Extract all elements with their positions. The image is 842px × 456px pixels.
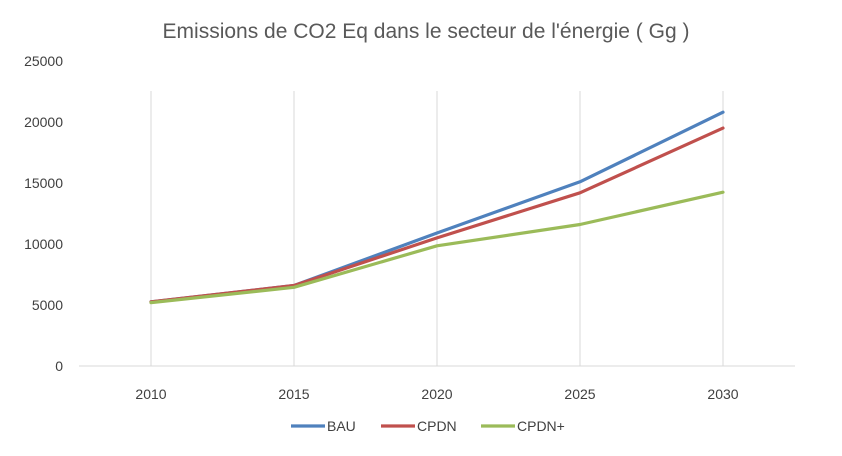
legend-item: CPDN bbox=[381, 418, 457, 434]
legend-item: CPDN+ bbox=[481, 418, 565, 434]
legend-label: CPDN+ bbox=[517, 418, 565, 434]
y-tick-label: 0 bbox=[55, 358, 63, 374]
grid-lines bbox=[150, 91, 724, 366]
legend-label: BAU bbox=[327, 418, 356, 434]
y-tick-label: 20000 bbox=[24, 114, 63, 130]
legend-item: BAU bbox=[291, 418, 356, 434]
series-lines bbox=[149, 110, 725, 305]
x-tick-label: 2020 bbox=[421, 386, 452, 402]
x-tick-label: 2010 bbox=[135, 386, 166, 402]
legend-label: CPDN bbox=[417, 418, 457, 434]
y-tick-label: 15000 bbox=[24, 175, 63, 191]
x-tick-label: 2025 bbox=[564, 386, 595, 402]
x-tick-label: 2015 bbox=[278, 386, 309, 402]
x-tick-label: 2030 bbox=[707, 386, 738, 402]
series-line-cpdnplus bbox=[149, 190, 725, 305]
y-tick-label: 25000 bbox=[24, 53, 63, 69]
chart-title: Emissions de CO2 Eq dans le secteur de l… bbox=[163, 20, 690, 43]
y-tick-label: 10000 bbox=[24, 236, 63, 252]
legend: BAU CPDN CPDN+ bbox=[291, 418, 565, 434]
y-axis-tick-labels: 0 5000 10000 15000 20000 25000 bbox=[24, 53, 63, 374]
x-axis-tick-labels: 2010 2015 2020 2025 2030 bbox=[135, 386, 738, 402]
y-tick-label: 5000 bbox=[32, 297, 63, 313]
